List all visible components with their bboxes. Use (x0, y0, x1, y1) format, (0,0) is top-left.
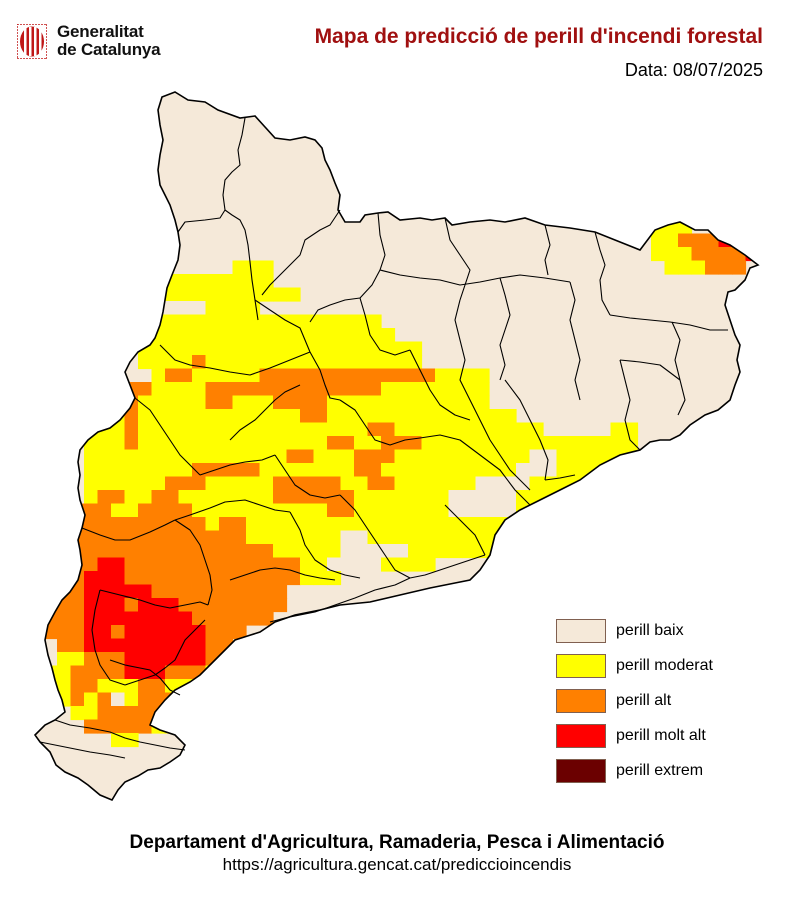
legend-item-moderate: perill moderat (556, 648, 713, 683)
legend-swatch-high (556, 688, 606, 713)
legend-label-moderate: perill moderat (616, 656, 713, 674)
legend-label-very-high: perill molt alt (616, 726, 706, 744)
legend-label-low: perill baix (616, 621, 684, 639)
map-title: Mapa de predicció de perill d'incendi fo… (314, 25, 763, 48)
legend-item-very-high: perill molt alt (556, 718, 713, 753)
department-name: Departament d'Agricultura, Ramaderia, Pe… (129, 832, 665, 853)
legend-swatch-moderate (556, 653, 606, 678)
danger-grid (35, 92, 758, 800)
legend-swatch-low (556, 618, 606, 643)
legend-label-extreme: perill extrem (616, 761, 704, 779)
legend-item-low: perill baix (556, 613, 713, 648)
generalitat-logo: Generalitat de Catalunya (17, 22, 161, 59)
legend-swatch-extreme (556, 758, 606, 783)
forecast-date: Data: 08/07/2025 (624, 60, 763, 80)
legend-item-high: perill alt (556, 683, 713, 718)
map-legend: perill baix perill moderat perill alt pe… (556, 613, 713, 788)
senyera-shield-icon (17, 23, 47, 59)
source-url[interactable]: https://agricultura.gencat.cat/prediccio… (222, 855, 572, 874)
logo-line-1: Generalitat (57, 22, 144, 41)
legend-swatch-very-high (556, 723, 606, 748)
legend-item-extreme: perill extrem (556, 753, 713, 788)
logo-line-2: de Catalunya (57, 40, 161, 59)
comarca-borders (39, 117, 728, 759)
legend-label-high: perill alt (616, 691, 672, 709)
